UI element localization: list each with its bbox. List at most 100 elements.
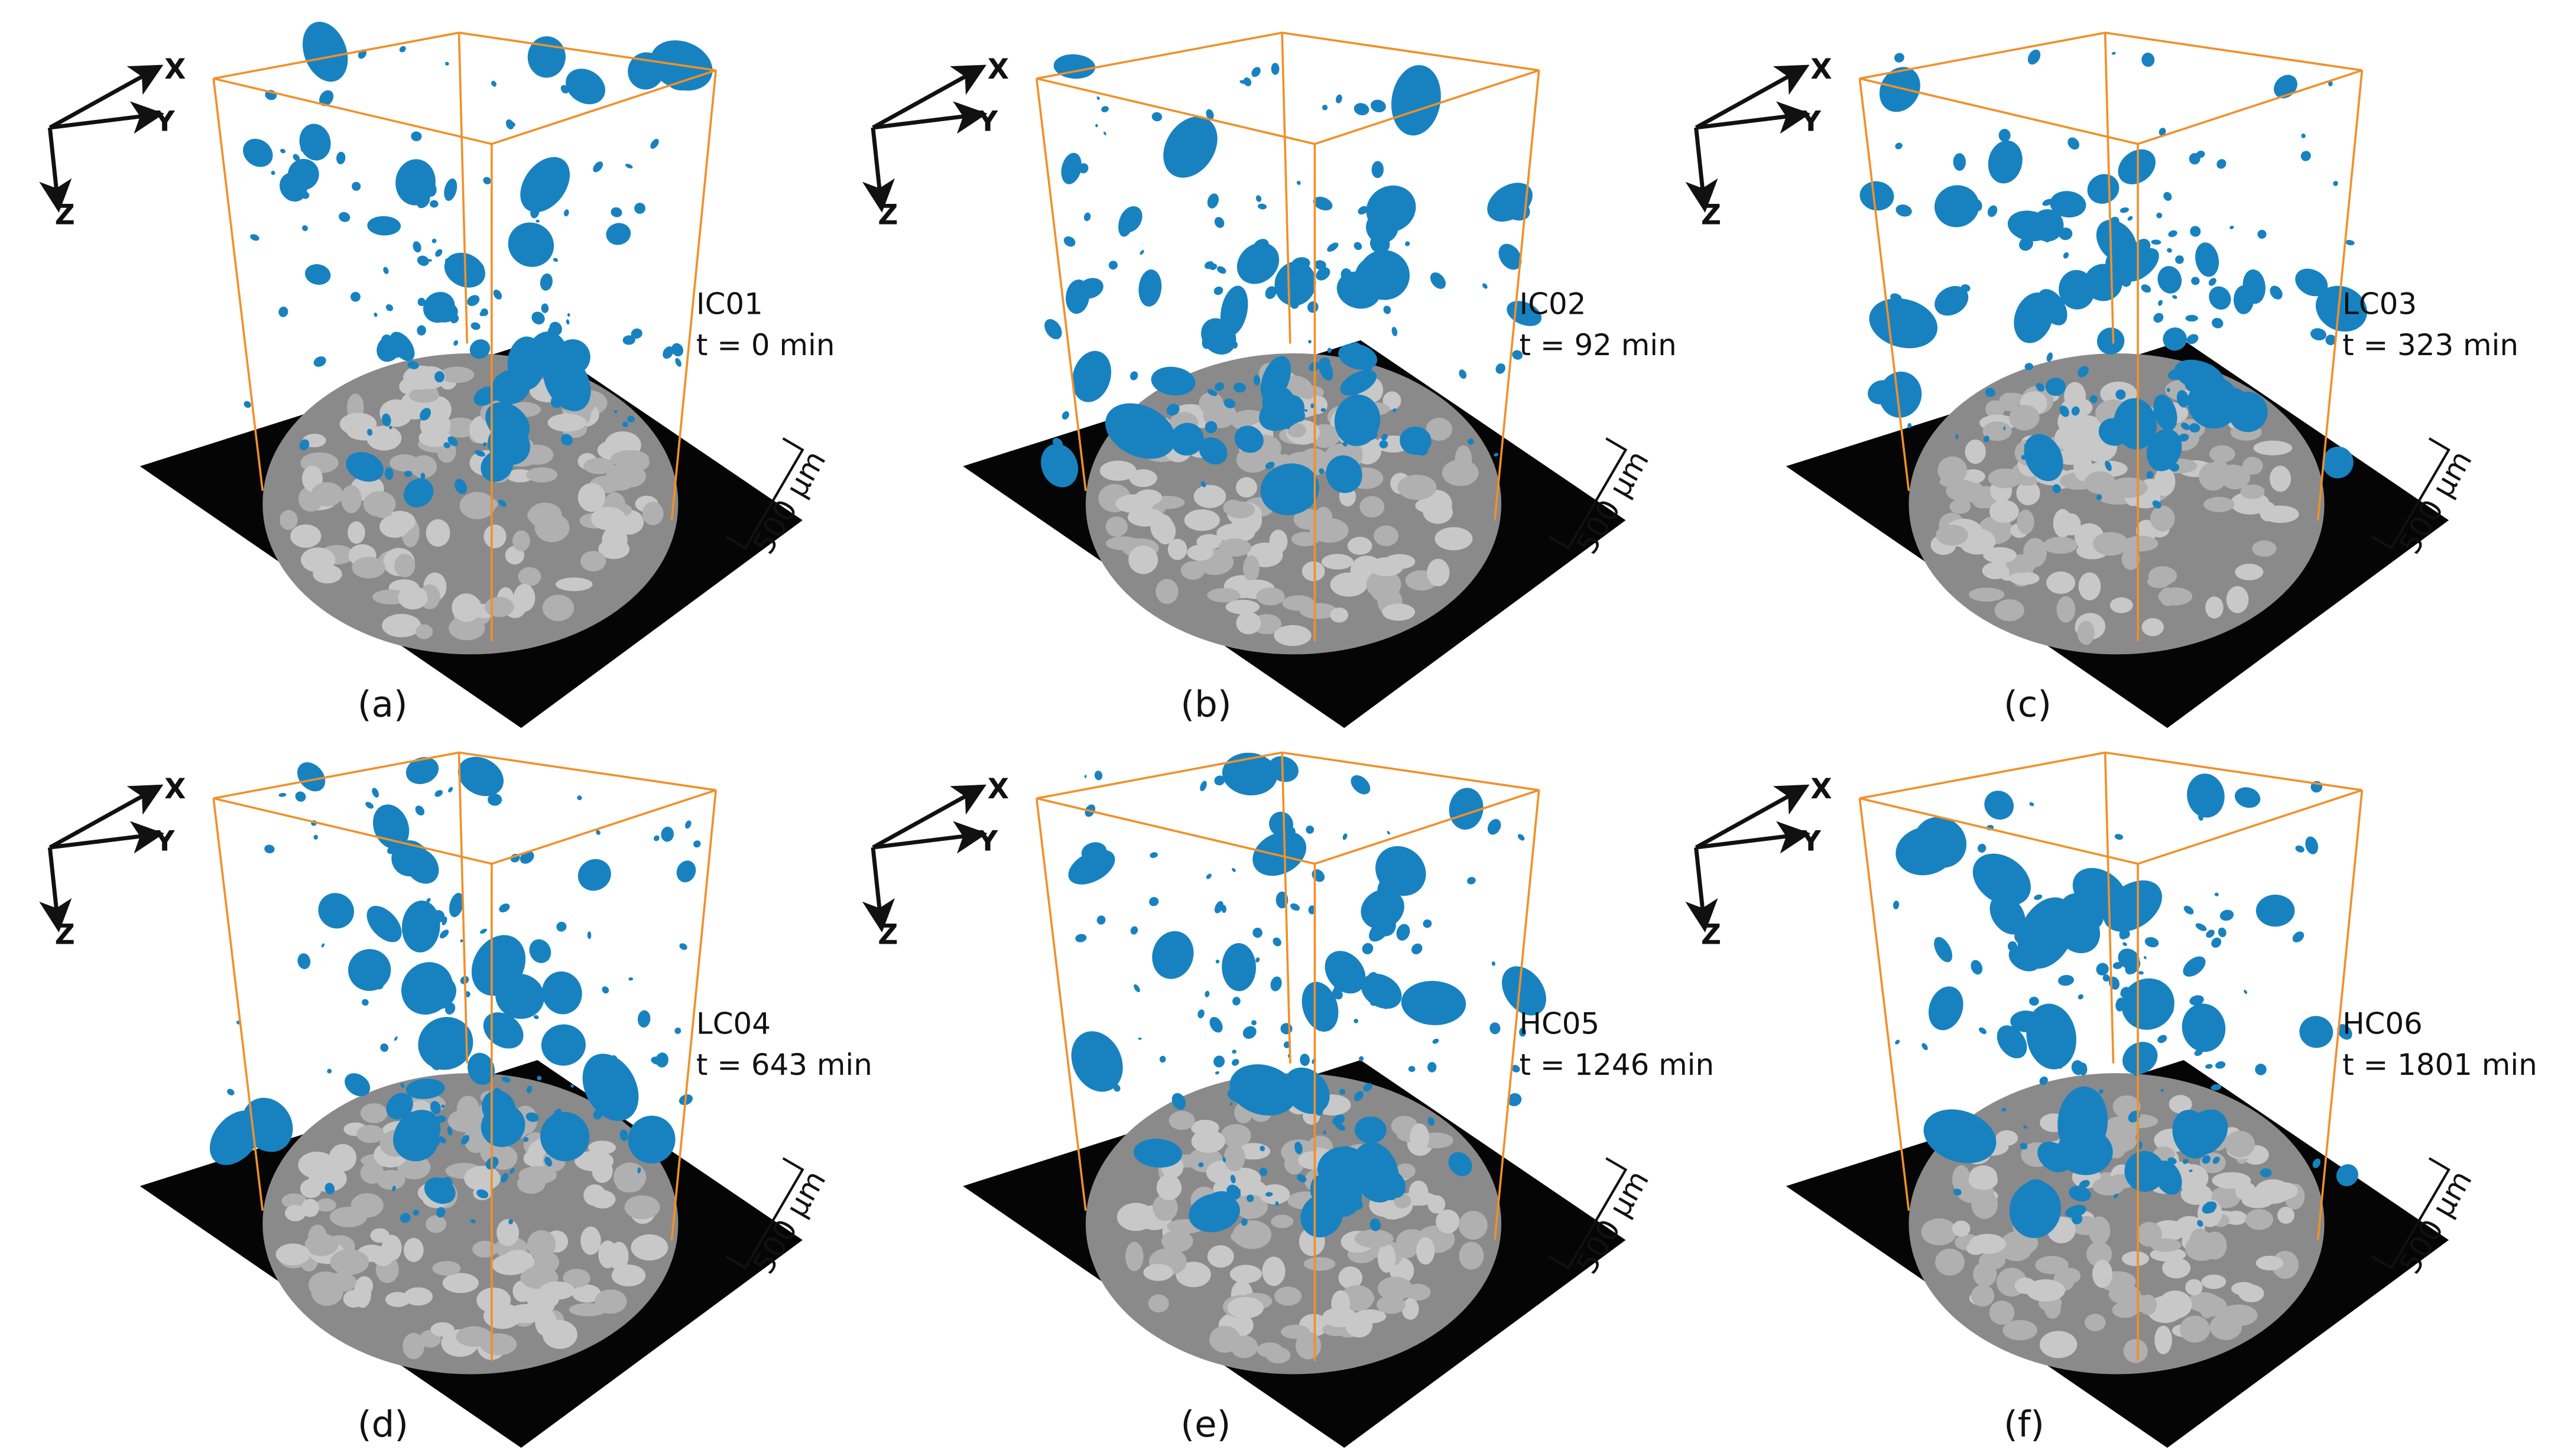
pore-cluster (1339, 1088, 1346, 1095)
scale-bar (1548, 1157, 1628, 1270)
pore-cluster (1984, 436, 1989, 443)
grain (1377, 1243, 1396, 1273)
grain (2162, 1257, 2191, 1279)
pore-cluster (1230, 1175, 1236, 1184)
axis-label: Y (1800, 105, 1822, 138)
pore-cluster (655, 1052, 668, 1068)
pore-cluster (1482, 283, 1488, 289)
pore-cluster (2030, 1013, 2075, 1054)
pore-cluster (467, 295, 480, 306)
pore-cluster (1105, 403, 1176, 459)
grain (464, 1124, 487, 1153)
pore-cluster (1280, 1023, 1293, 1035)
pore-cluster (1214, 901, 1223, 914)
pore-cluster (2036, 383, 2045, 392)
pore-cluster (596, 830, 601, 835)
pore-cluster (2182, 1158, 2189, 1164)
pore-cluster (1987, 205, 1998, 217)
pore-cluster (2096, 219, 2137, 264)
pore-cluster (2216, 159, 2227, 169)
box-edge (2104, 32, 2115, 344)
pore-cluster (1379, 440, 1388, 448)
grain (1410, 1123, 1430, 1152)
pore-cluster (1448, 1152, 1472, 1176)
pore-cluster (525, 1112, 539, 1122)
pore-cluster (1879, 67, 1920, 112)
pore-cluster (550, 1113, 559, 1124)
grain (1143, 1263, 1173, 1281)
grain (2148, 566, 2177, 586)
pore-cluster (2037, 1141, 2070, 1173)
grain (1227, 1296, 1264, 1319)
grain (1426, 417, 1453, 441)
pore-cluster (2345, 240, 2355, 246)
grain (404, 1287, 433, 1306)
pore-cluster (1213, 286, 1223, 295)
grain (2254, 1179, 2292, 1204)
pore-cluster (560, 434, 573, 446)
pore-cluster (541, 1024, 586, 1066)
pore-cluster (475, 450, 485, 457)
pore-cluster (404, 478, 434, 508)
grain (476, 1287, 511, 1313)
grain (1978, 1252, 2005, 1270)
box-edge (1494, 70, 1540, 521)
pore-cluster (2056, 950, 2060, 954)
pore-cluster (1290, 903, 1300, 911)
pore-cluster (1316, 267, 1330, 281)
pore-cluster (499, 904, 510, 912)
pore-cluster (443, 442, 450, 448)
pore-cluster (401, 901, 440, 953)
grain (2203, 496, 2235, 512)
pore-cluster (2176, 390, 2189, 408)
pore-cluster (1113, 1084, 1121, 1092)
pore-cluster (2057, 1086, 2108, 1159)
pore-cluster (1327, 242, 1339, 252)
grain (1128, 545, 1158, 574)
grain (2092, 1177, 2124, 1196)
pore-cluster (1362, 942, 1374, 955)
grain (394, 554, 416, 578)
grain (464, 1165, 501, 1191)
pore-cluster (362, 999, 369, 1006)
grain (1971, 1190, 1998, 1219)
pore-cluster (2299, 1016, 2333, 1048)
grain (1156, 578, 1179, 604)
grain (528, 502, 562, 528)
pore-cluster (435, 249, 443, 257)
pore-cluster (2179, 1132, 2212, 1153)
pore-cluster (2120, 987, 2131, 998)
pore-cluster (540, 273, 553, 291)
pore-cluster (1351, 775, 1371, 795)
pore-cluster (1232, 867, 1236, 872)
pore-cluster (382, 413, 391, 427)
pore-cluster (327, 1068, 332, 1074)
pore-cluster (2001, 1107, 2007, 1112)
grain (492, 1254, 530, 1275)
pore-cluster (1501, 193, 1507, 199)
pore-cluster (365, 801, 374, 809)
axis-arrow (872, 784, 987, 850)
pore-cluster (271, 170, 275, 176)
pore-cluster (1061, 152, 1082, 184)
grain (285, 1205, 306, 1221)
grain (1169, 1110, 1195, 1130)
grain (340, 485, 362, 514)
pore-cluster (1308, 340, 1312, 344)
panel-label: (a) (358, 684, 408, 726)
grain (2259, 501, 2277, 522)
pore-cluster (2079, 1179, 2090, 1188)
grain (2199, 462, 2227, 491)
pore-cluster (563, 404, 569, 410)
pore-cluster (2007, 210, 2052, 242)
grain (556, 577, 593, 592)
pore-cluster (413, 1209, 420, 1216)
pore-cluster (417, 255, 429, 266)
grain (1291, 532, 1319, 547)
grain (624, 1195, 660, 1220)
grain (352, 557, 386, 578)
grain (1234, 1194, 1268, 1219)
pore-cluster (2162, 417, 2170, 426)
grain (348, 521, 365, 544)
